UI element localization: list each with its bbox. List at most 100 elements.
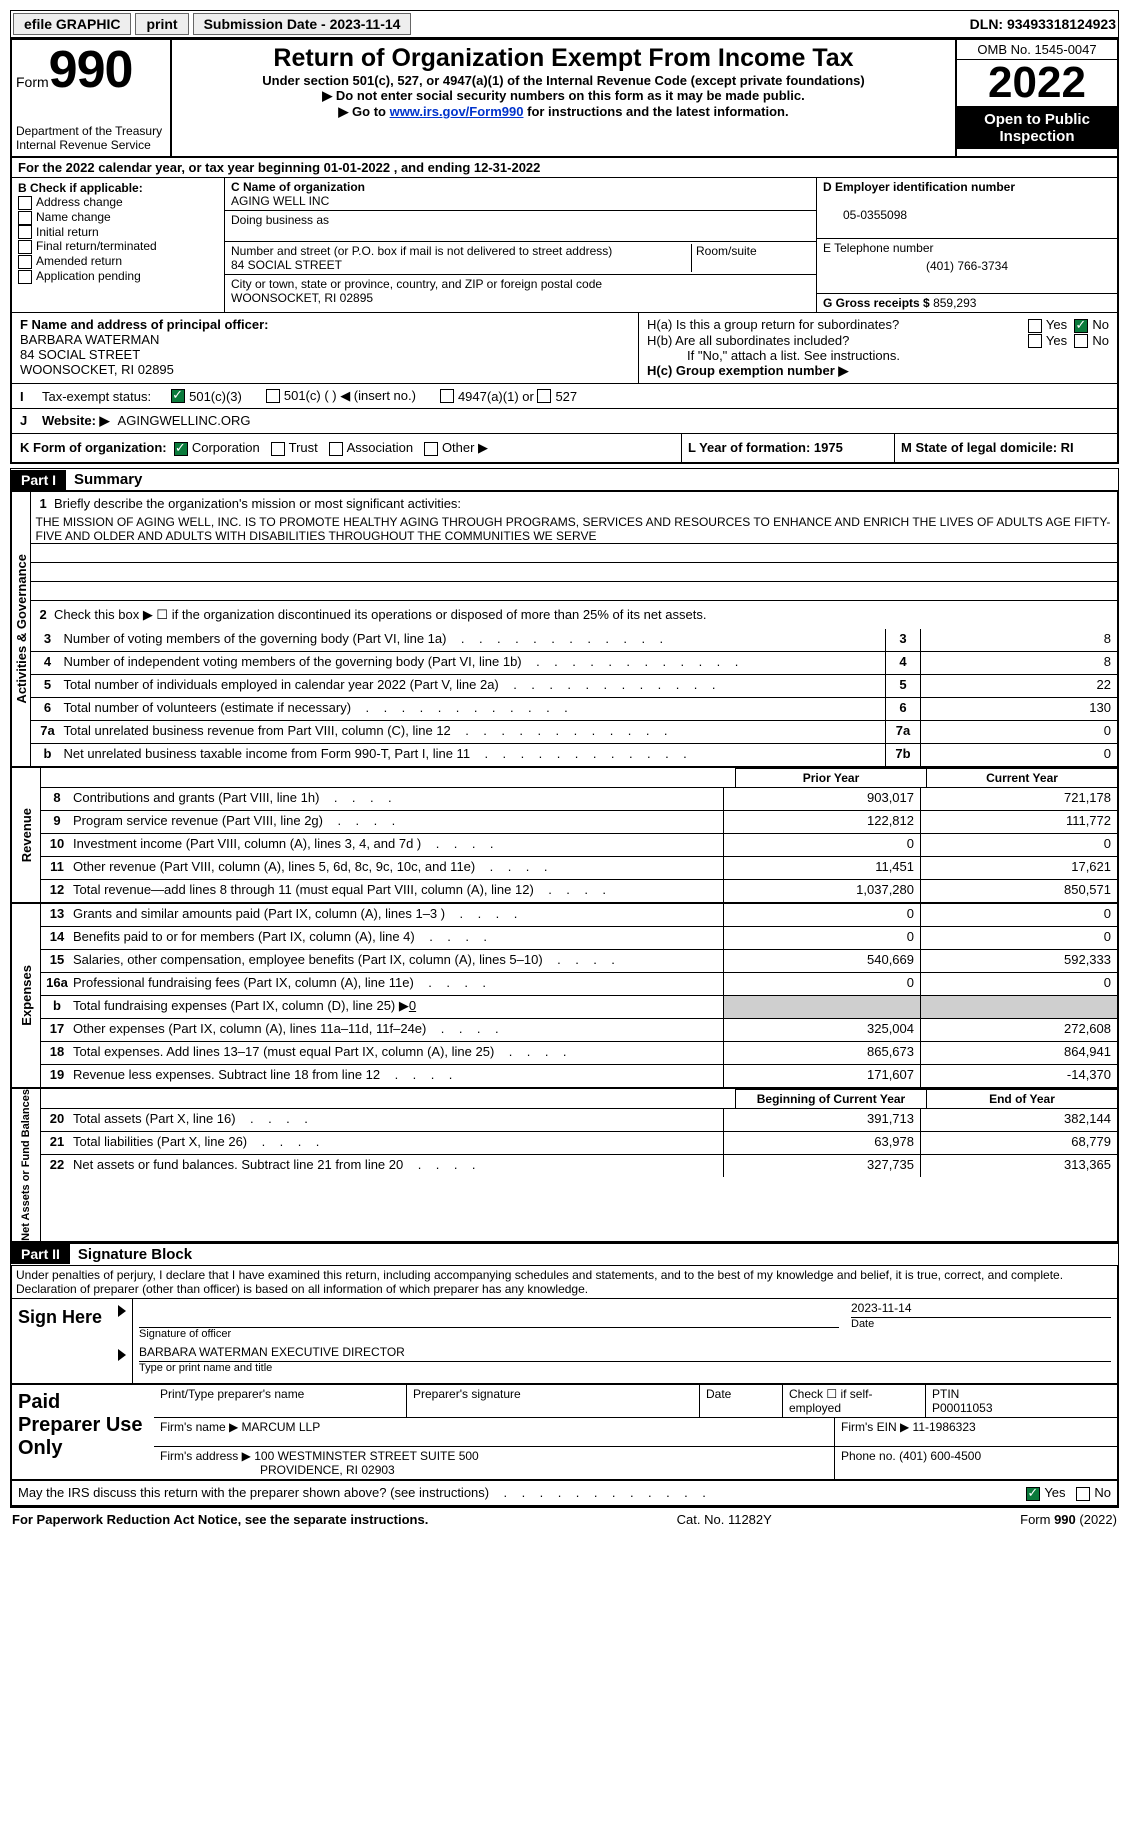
mission-blank-3 [31,582,1117,601]
check-final-return[interactable] [18,240,32,254]
gov-num: 3 [31,629,63,651]
money-line-20: 20Total assets (Part X, line 16)391,7133… [41,1109,1117,1131]
section-b-checks: B Check if applicable: Address change Na… [12,178,225,312]
money-curr: 721,178 [920,788,1117,810]
k-assoc-check[interactable] [329,442,343,456]
firm-ein: 11-1986323 [913,1420,976,1434]
hb-label: H(b) Are all subordinates included? [647,333,947,349]
k-trust-check[interactable] [271,442,285,456]
i-501c3-check[interactable] [171,389,185,403]
money-prior: 0 [723,927,920,949]
k-assoc-label: Association [347,440,413,455]
gov-box: 7a [885,721,920,743]
hb-yes-label: Yes [1046,333,1067,348]
line1-label: Briefly describe the organization's miss… [54,496,461,511]
firm-addr1: 100 WESTMINSTER STREET SUITE 500 [254,1449,479,1463]
money-text: Revenue less expenses. Subtract line 18 … [73,1065,723,1087]
money-num: 14 [41,927,73,949]
gov-num: 5 [31,675,63,697]
gov-text: Net unrelated business taxable income fr… [63,744,885,766]
k-trust-label: Trust [289,440,318,455]
i-501c-check[interactable] [266,389,280,403]
money-curr: 850,571 [920,880,1117,902]
money-prior [723,996,920,1018]
money-curr: 592,333 [920,950,1117,972]
money-curr: 313,365 [920,1155,1117,1177]
print-button[interactable]: print [135,13,188,35]
discuss-yes-check[interactable] [1026,1487,1040,1501]
hc-label: H(c) Group exemption number ▶ [647,363,848,378]
money-curr: 0 [920,927,1117,949]
money-curr: 0 [920,834,1117,856]
k-other-check[interactable] [424,442,438,456]
i-4947-check[interactable] [440,389,454,403]
part2-title: Signature Block [70,1244,200,1265]
money-text: Grants and similar amounts paid (Part IX… [73,904,723,926]
col-beginning-year: Beginning of Current Year [735,1089,926,1108]
money-prior: 540,669 [723,950,920,972]
money-num: 22 [41,1155,73,1177]
officer-printed-name: BARBARA WATERMAN EXECUTIVE DIRECTOR [139,1345,1111,1362]
money-text: Benefits paid to or for members (Part IX… [73,927,723,949]
discuss-yes-label: Yes [1044,1485,1065,1500]
k-label: K Form of organization: [20,440,167,455]
officer-addr1: 84 SOCIAL STREET [20,347,140,362]
money-text: Investment income (Part VIII, column (A)… [73,834,723,856]
money-num: 19 [41,1065,73,1087]
money-text: Other revenue (Part VIII, column (A), li… [73,857,723,879]
money-prior: 11,451 [723,857,920,879]
ha-no-label: No [1092,317,1109,332]
gov-text: Number of independent voting members of … [63,652,885,674]
gov-amt: 130 [920,698,1117,720]
mission-text: THE MISSION OF AGING WELL, INC. IS TO PR… [31,515,1117,544]
check-amended-return[interactable] [18,255,32,269]
signature-date-label: Date [851,1318,1111,1330]
hb-no-check[interactable] [1074,334,1088,348]
k-corp-label: Corporation [192,440,260,455]
money-line-12: 12Total revenue—add lines 8 through 11 (… [41,879,1117,902]
i-label: Tax-exempt status: [42,389,151,404]
instructions-link[interactable]: www.irs.gov/Form990 [390,104,524,119]
discuss-no-check[interactable] [1076,1487,1090,1501]
money-curr: 864,941 [920,1042,1117,1064]
gov-line-b: bNet unrelated business taxable income f… [31,743,1117,766]
firm-addr2: PROVIDENCE, RI 02903 [160,1463,395,1477]
check-name-change[interactable] [18,211,32,225]
d-label: D Employer identification number [823,180,1015,194]
form-word: Form [16,74,49,90]
check-initial-return[interactable] [18,225,32,239]
money-prior: 0 [723,834,920,856]
ha-yes-check[interactable] [1028,319,1042,333]
money-num: 10 [41,834,73,856]
gov-text: Total number of volunteers (estimate if … [63,698,885,720]
website-value: AGINGWELLINC.ORG [118,413,251,429]
check-application-pending[interactable] [18,270,32,284]
money-num: 15 [41,950,73,972]
form-header: Form990 Department of the Treasury Inter… [10,38,1119,158]
i-501c3-label: 501(c)(3) [189,389,242,404]
gov-box: 3 [885,629,920,651]
ha-yes-label: Yes [1046,317,1067,332]
money-text: Total revenue—add lines 8 through 11 (mu… [73,880,723,902]
paid-preparer-label: Paid Preparer Use Only [12,1385,154,1479]
mission-blank-2 [31,563,1117,582]
gov-line-5: 5Total number of individuals employed in… [31,674,1117,697]
b-label: B Check if applicable: [18,181,218,195]
k-other-label: Other ▶ [442,440,488,455]
dba-label: Doing business as [231,213,329,227]
k-corp-check[interactable] [174,442,188,456]
check-address-change[interactable] [18,196,32,210]
l-year-formation: L Year of formation: 1975 [688,440,843,455]
money-text: Salaries, other compensation, employee b… [73,950,723,972]
hb-yes-check[interactable] [1028,334,1042,348]
money-num: 20 [41,1109,73,1131]
money-curr: 382,144 [920,1109,1117,1131]
money-prior: 63,978 [723,1132,920,1154]
room-suite-label: Room/suite [691,244,810,272]
i-527-check[interactable] [537,389,551,403]
ha-no-check[interactable] [1074,319,1088,333]
col-prior-year: Prior Year [735,768,926,787]
vtab-revenue: Revenue [19,808,34,862]
gov-box: 6 [885,698,920,720]
label-amended-return: Amended return [36,254,122,268]
